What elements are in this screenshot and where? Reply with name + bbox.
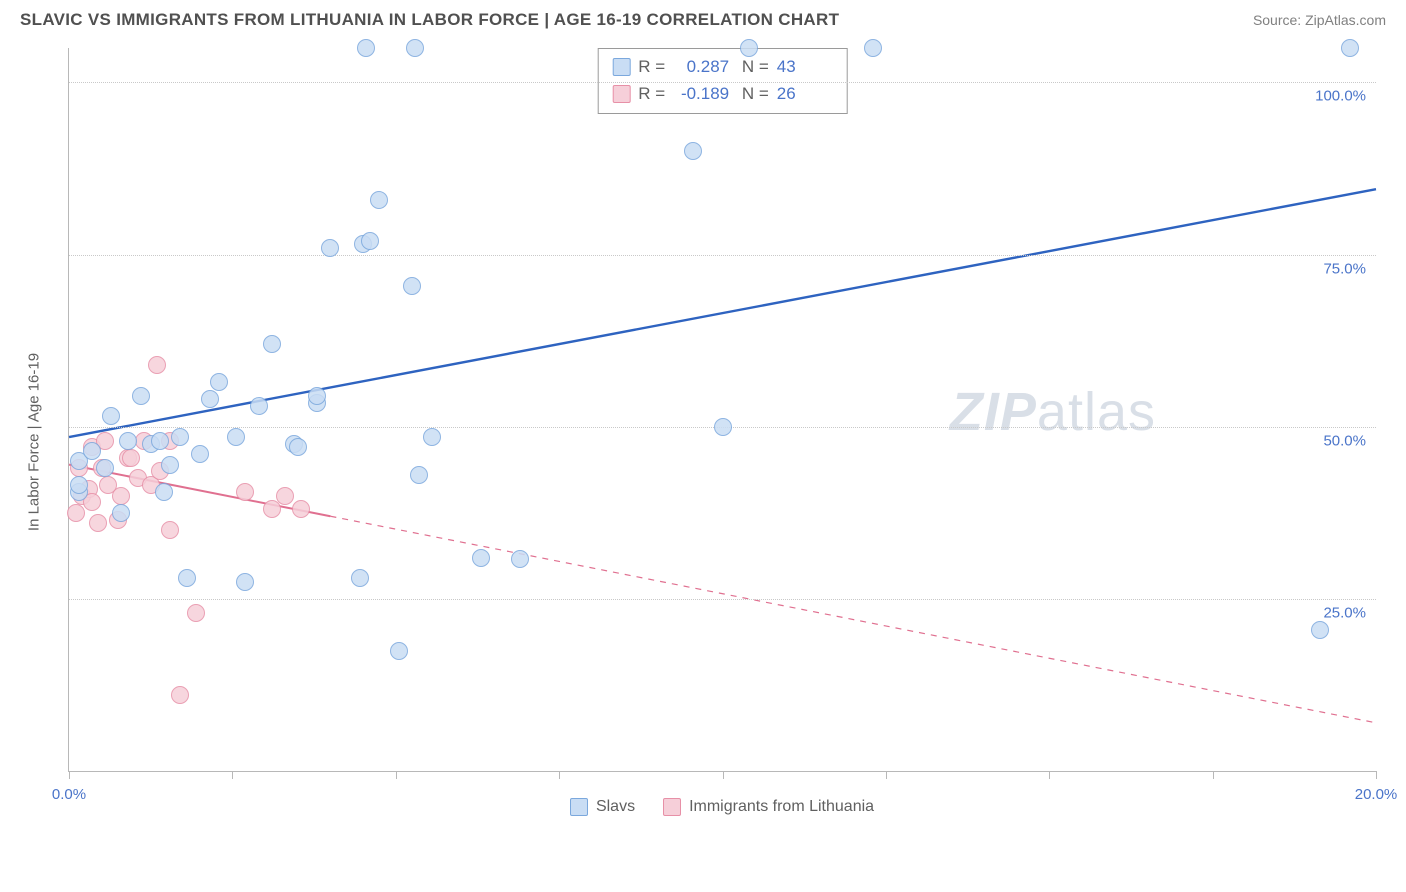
legend-swatch [612,85,630,103]
x-tick [559,771,560,779]
legend-item: Immigrants from Lithuania [663,798,874,816]
data-point [1311,621,1329,639]
legend-stats-box: R = 0.287 N = 43 R = -0.189 N = 26 [597,48,848,114]
data-point [83,442,101,460]
stat-label: N = [737,53,769,80]
data-point [178,569,196,587]
data-point [171,428,189,446]
data-point [112,504,130,522]
y-tick-label: 50.0% [1323,432,1366,449]
data-point [357,39,375,57]
regression-line [330,516,1376,723]
data-point [308,387,326,405]
x-tick [1049,771,1050,779]
data-point [119,432,137,450]
plot-area: ZIPatlas R =0.287 N =43R =-0.189 N =26 2… [68,48,1376,772]
data-point [684,142,702,160]
data-point [864,39,882,57]
y-tick-label: 75.0% [1323,260,1366,277]
y-axis-label: In Labor Force | Age 16-19 [26,353,43,531]
data-point [410,466,428,484]
data-point [102,407,120,425]
stat-r-value: 0.287 [673,53,729,80]
data-point [236,483,254,501]
stat-n-value: 26 [777,80,833,107]
data-point [511,550,529,568]
stat-label: R = [638,80,665,107]
legend-swatch [570,798,588,816]
data-point [161,521,179,539]
data-point [70,476,88,494]
chart-container: In Labor Force | Age 16-19 ZIPatlas R =0… [20,42,1386,842]
data-point [132,387,150,405]
x-tick [886,771,887,779]
data-point [263,335,281,353]
legend-stats-row: R = -0.189 N = 26 [612,80,833,107]
data-point [423,428,441,446]
data-point [361,232,379,250]
data-point [201,390,219,408]
data-point [289,438,307,456]
data-point [740,39,758,57]
stat-label: N = [737,80,769,107]
data-point [148,356,166,374]
data-point [406,39,424,57]
legend-swatch [612,58,630,76]
x-tick [232,771,233,779]
legend-swatch [663,798,681,816]
legend-label: Immigrants from Lithuania [689,798,874,816]
data-point [276,487,294,505]
data-point [210,373,228,391]
x-tick [723,771,724,779]
chart-title: SLAVIC VS IMMIGRANTS FROM LITHUANIA IN L… [20,10,839,30]
data-point [187,604,205,622]
data-point [151,432,169,450]
data-point [67,504,85,522]
data-point [292,500,310,518]
x-tick [1376,771,1377,779]
y-tick-label: 100.0% [1315,88,1366,105]
data-point [96,459,114,477]
stat-label: R = [638,53,665,80]
stat-n-value: 43 [777,53,833,80]
data-point [370,191,388,209]
gridline [69,599,1376,600]
x-tick [396,771,397,779]
data-point [250,397,268,415]
x-tick [69,771,70,779]
legend-stats-row: R = 0.287 N = 43 [612,53,833,80]
data-point [161,456,179,474]
x-tick [1213,771,1214,779]
data-point [263,500,281,518]
legend-item: Slavs [570,798,635,816]
series-legend: Slavs Immigrants from Lithuania [68,798,1376,816]
stat-r-value: -0.189 [673,80,729,107]
data-point [171,686,189,704]
data-point [236,573,254,591]
data-point [155,483,173,501]
data-point [89,514,107,532]
gridline [69,82,1376,83]
data-point [390,642,408,660]
data-point [191,445,209,463]
data-point [1341,39,1359,57]
legend-label: Slavs [596,798,635,816]
data-point [112,487,130,505]
gridline [69,255,1376,256]
data-point [714,418,732,436]
data-point [227,428,245,446]
data-point [122,449,140,467]
data-point [403,277,421,295]
y-tick-label: 25.0% [1323,604,1366,621]
data-point [472,549,490,567]
source-attribution: Source: ZipAtlas.com [1253,12,1386,28]
data-point [351,569,369,587]
data-point [321,239,339,257]
